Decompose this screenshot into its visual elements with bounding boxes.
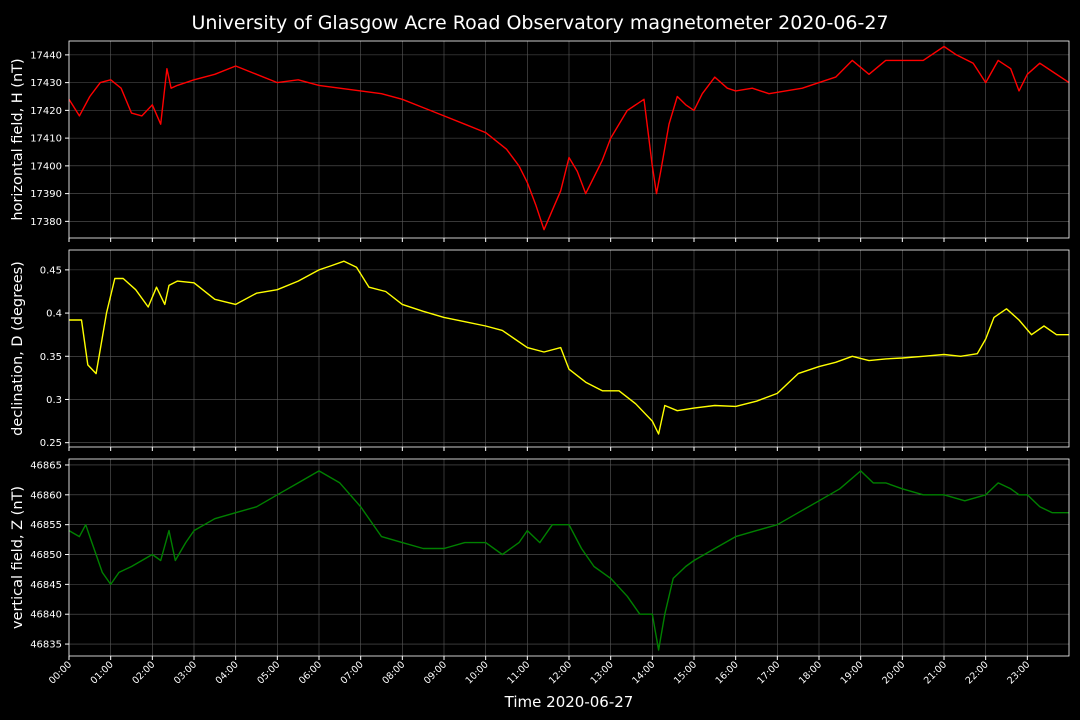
y-tick-label: 17410: [30, 134, 62, 145]
x-tick-label: 22:00: [964, 659, 991, 686]
y-tick-label: 17380: [30, 217, 62, 228]
y-tick-label: 46865: [30, 460, 62, 471]
panel-frame-3: [68, 458, 1070, 657]
x-tick-label: 08:00: [380, 659, 407, 686]
y-axis-label-3: vertical field, Z (nT): [10, 486, 26, 629]
x-tick-label: 09:00: [422, 659, 449, 686]
y-tick-label: 17440: [30, 50, 62, 61]
x-tick-label: 05:00: [255, 659, 282, 686]
y-axis-label-1: horizontal field, H (nT): [10, 58, 26, 220]
y-tick-label: 17430: [30, 78, 62, 89]
x-tick-label: 03:00: [172, 659, 199, 686]
x-tick-label: 13:00: [589, 659, 616, 686]
y-tick-label: 46835: [30, 640, 62, 651]
x-tick-label: 06:00: [297, 659, 324, 686]
panel-frame-1: [68, 40, 1070, 239]
y-tick-label: 46860: [30, 490, 62, 501]
series-line-2: [69, 260, 1069, 435]
x-tick-label: 01:00: [89, 659, 116, 686]
panel-frame-2: [68, 249, 1070, 448]
y-tick-label: 46855: [30, 520, 62, 531]
y-tick-label: 46840: [30, 610, 62, 621]
y-tick-label: 0.35: [40, 352, 62, 363]
y-tick-label: 0.4: [46, 309, 62, 320]
series-line-3: [68, 470, 1069, 651]
y-tick-label: 46845: [30, 580, 62, 591]
x-tick-label: 20:00: [880, 659, 907, 686]
x-axis-label: Time 2020-06-27: [504, 693, 634, 711]
y-tick-label: 0.3: [46, 395, 62, 406]
x-tick-label: 14:00: [630, 659, 657, 686]
x-tick-label: 07:00: [339, 659, 366, 686]
x-tick-label: 00:00: [47, 659, 74, 686]
x-tick-label: 23:00: [1005, 659, 1032, 686]
x-tick-label: 19:00: [839, 659, 866, 686]
x-tick-label: 21:00: [922, 659, 949, 686]
x-tick-label: 10:00: [464, 659, 491, 686]
x-tick-label: 11:00: [505, 659, 532, 686]
x-tick-label: 18:00: [797, 659, 824, 686]
y-axis-label-2: declination, D (degrees): [10, 261, 26, 436]
series-line-1: [68, 45, 1070, 231]
y-tick-label: 17420: [30, 106, 62, 117]
x-tick-label: 15:00: [672, 659, 699, 686]
y-tick-label: 17390: [30, 189, 62, 200]
y-tick-label: 0.25: [40, 438, 62, 449]
x-tick-label: 12:00: [547, 659, 574, 686]
x-tick-label: 04:00: [214, 659, 241, 686]
y-tick-label: 0.45: [40, 265, 62, 276]
x-tick-label: 16:00: [714, 659, 741, 686]
x-tick-label: 02:00: [130, 659, 157, 686]
y-tick-label: 46850: [30, 550, 62, 561]
y-tick-label: 17400: [30, 161, 62, 172]
x-tick-label: 17:00: [755, 659, 782, 686]
chart-title: University of Glasgow Acre Road Observat…: [191, 12, 888, 34]
